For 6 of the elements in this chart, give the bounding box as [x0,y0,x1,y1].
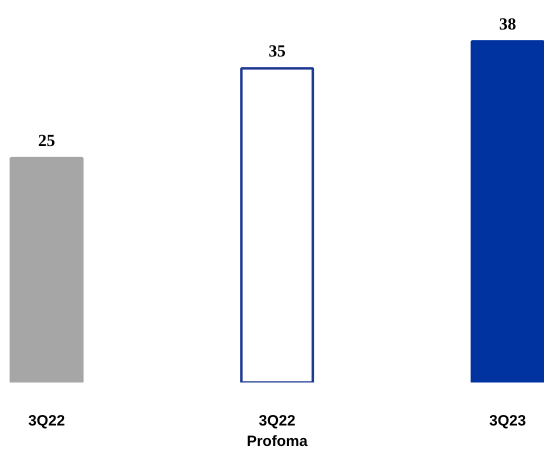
data-label: 25 [38,131,56,150]
x-tick-label: 3Q23 [489,412,526,430]
data-label: 35 [268,41,286,60]
x-tick-label: 3Q22 [28,412,65,430]
data-label: 38 [499,14,516,34]
x-tick-label: 3Q22 Profoma [246,412,308,450]
